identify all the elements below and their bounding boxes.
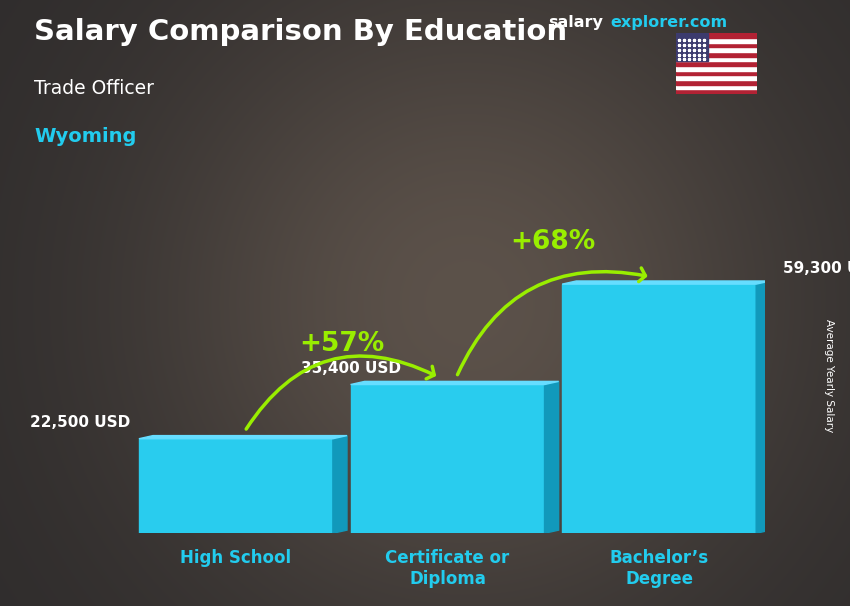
- Polygon shape: [756, 281, 770, 533]
- Polygon shape: [545, 381, 558, 533]
- Bar: [676, 66, 756, 71]
- Polygon shape: [562, 284, 756, 533]
- Bar: [676, 52, 756, 56]
- Bar: [676, 85, 756, 89]
- Polygon shape: [333, 436, 347, 533]
- Bar: [676, 47, 756, 52]
- Bar: [676, 71, 756, 75]
- Polygon shape: [562, 281, 770, 284]
- Bar: [676, 89, 756, 94]
- Bar: [676, 33, 708, 61]
- Text: 59,300 USD: 59,300 USD: [783, 261, 850, 276]
- Text: explorer.com: explorer.com: [610, 15, 728, 30]
- Text: Salary Comparison By Education: Salary Comparison By Education: [34, 18, 567, 46]
- Text: Trade Officer: Trade Officer: [34, 79, 154, 98]
- Bar: [676, 80, 756, 85]
- Text: Average Yearly Salary: Average Yearly Salary: [824, 319, 834, 432]
- Bar: [676, 75, 756, 80]
- Text: 22,500 USD: 22,500 USD: [30, 415, 130, 430]
- Bar: [676, 61, 756, 66]
- Text: 35,400 USD: 35,400 USD: [301, 361, 400, 376]
- Polygon shape: [139, 439, 333, 533]
- Text: salary: salary: [548, 15, 604, 30]
- Bar: [676, 56, 756, 61]
- Polygon shape: [350, 381, 558, 385]
- Text: +57%: +57%: [299, 331, 384, 358]
- Text: +68%: +68%: [511, 229, 596, 255]
- Polygon shape: [139, 436, 347, 439]
- Text: Wyoming: Wyoming: [34, 127, 136, 146]
- Bar: [676, 33, 756, 38]
- Polygon shape: [350, 385, 545, 533]
- Bar: [676, 38, 756, 42]
- Bar: [676, 42, 756, 47]
